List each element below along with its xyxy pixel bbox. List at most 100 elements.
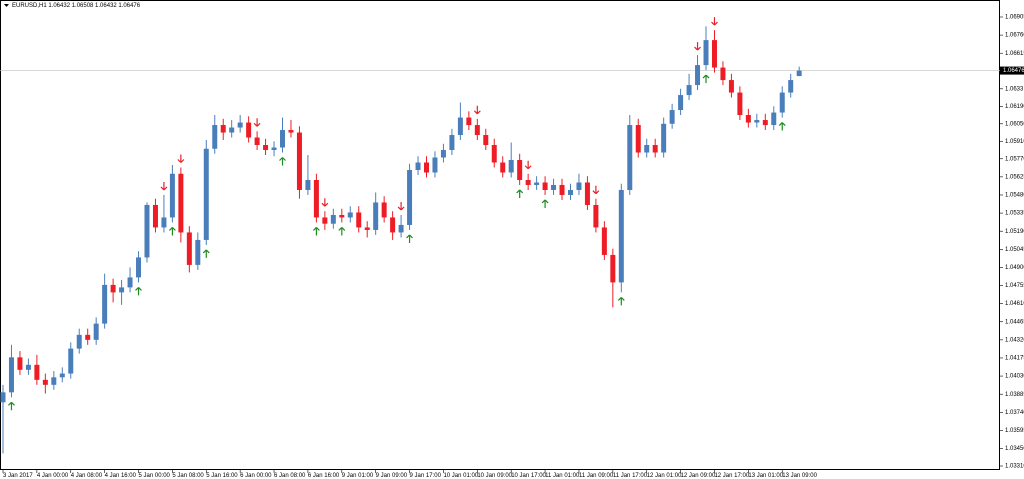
candle-body <box>517 160 523 180</box>
candle-body <box>373 202 379 230</box>
candle-body <box>246 122 252 138</box>
x-tick-label: 6 Jan 16:00 <box>308 473 340 479</box>
candle-body <box>398 224 404 233</box>
candle-body <box>534 182 540 185</box>
candle-body <box>618 189 624 283</box>
y-tick-label: 1.06615 <box>1005 51 1024 57</box>
candle-body <box>169 173 175 218</box>
candle-body <box>508 160 514 173</box>
chart-title: EURUSD,H1 1.06432 1.06508 1.06432 1.0647… <box>12 3 141 9</box>
down-arrow <box>177 154 185 163</box>
candle-body <box>788 80 794 93</box>
candle-body <box>305 179 311 190</box>
candle-body <box>322 217 328 224</box>
candle-body <box>93 323 99 340</box>
y-tick-label: 1.04465 <box>1005 319 1024 325</box>
y-tick-label: 1.04610 <box>1005 301 1024 307</box>
candle-body <box>432 157 438 173</box>
up-arrow <box>338 227 346 236</box>
candle-body <box>695 65 701 86</box>
x-tick-label: 10 Jan 17:00 <box>511 473 546 479</box>
y-tick-label: 1.0633 <box>1005 86 1024 92</box>
candle-body <box>728 80 734 93</box>
candle-body <box>186 232 192 265</box>
y-tick-label: 1.03740 <box>1005 410 1024 416</box>
y-tick-label: 1.03885 <box>1005 392 1024 398</box>
candle-body <box>339 214 345 218</box>
x-tick-label: 5 Jan 08:00 <box>172 473 204 479</box>
x-tick-label: 10 Jan 01:00 <box>443 473 478 479</box>
candle-body <box>212 125 218 149</box>
x-tick-label: 12 Jan 17:00 <box>714 473 749 479</box>
down-arrow <box>694 42 701 51</box>
y-tick-label: 1.06905 <box>1005 15 1024 21</box>
candle-body <box>779 92 785 113</box>
y-tick-label: 1.05045 <box>1005 247 1024 253</box>
x-tick-label: 9 Jan 17:00 <box>410 473 442 479</box>
y-tick-label: 1.05625 <box>1005 174 1024 180</box>
candle-body <box>313 179 319 218</box>
up-arrow <box>617 296 625 306</box>
candle-body <box>237 122 243 128</box>
candle-body <box>356 212 362 228</box>
candle-body <box>551 184 557 190</box>
x-tick-label: 5 Jan 00:00 <box>139 473 171 479</box>
menu-triangle <box>4 4 9 7</box>
candle-body <box>720 67 726 81</box>
candle-body <box>364 227 370 230</box>
candle-body <box>17 357 23 370</box>
y-tick-label: 1.04900 <box>1005 265 1024 271</box>
x-tick-label: 9 Jan 01:00 <box>342 473 374 479</box>
y-tick-label: 1.03310 <box>1005 464 1024 470</box>
up-arrow <box>541 199 549 208</box>
y-tick-label: 1.06760 <box>1005 33 1024 39</box>
candle-body <box>525 179 531 185</box>
candle-body <box>68 348 74 374</box>
candle-body <box>745 115 751 123</box>
candle-body <box>542 182 548 190</box>
y-tick-label: 1.04030 <box>1005 374 1024 380</box>
y-tick-label: 1.04755 <box>1005 283 1024 289</box>
down-arrow <box>397 201 405 211</box>
candle-body <box>466 117 472 126</box>
x-tick-label: 3 Jan 2017 <box>3 473 33 479</box>
down-arrow <box>160 181 168 191</box>
up-arrow <box>702 74 710 84</box>
candle-body <box>703 40 709 66</box>
candle-body <box>652 145 658 153</box>
candle-body <box>110 284 116 293</box>
y-tick-label: 1.05190 <box>1005 229 1024 235</box>
candle-body <box>280 130 286 148</box>
x-tick-label: 12 Jan 09:00 <box>681 473 716 479</box>
candle-body <box>424 162 429 173</box>
x-tick-label: 4 Jan 08:00 <box>71 473 103 479</box>
candle-body <box>25 364 31 370</box>
candle-body <box>559 184 565 195</box>
candle-body <box>330 214 336 224</box>
candle-body <box>59 373 65 378</box>
candle-body <box>195 239 201 265</box>
down-arrow <box>473 105 481 115</box>
candle-body <box>0 392 6 403</box>
candle-body <box>347 212 353 218</box>
candle-body <box>288 130 294 133</box>
candle-body <box>34 364 40 380</box>
candle-body <box>483 135 489 146</box>
x-tick-label: 6 Jan 00:00 <box>240 473 272 479</box>
candle-body <box>381 202 387 218</box>
up-arrow <box>279 157 286 166</box>
up-arrow <box>135 286 142 296</box>
down-arrow <box>592 185 600 195</box>
candle-body <box>127 277 133 288</box>
y-tick-label: 1.04175 <box>1005 356 1024 362</box>
candle-body <box>136 257 142 278</box>
candle-body <box>627 125 633 190</box>
y-tick-label: 1.06050 <box>1005 121 1024 127</box>
x-tick-label: 6 Jan 08:00 <box>274 473 306 479</box>
down-arrow <box>253 118 261 127</box>
candle-body <box>296 132 302 190</box>
last-price-label: 1.06476 <box>1003 68 1024 74</box>
x-tick-label: 11 Jan 09:00 <box>579 473 614 479</box>
candle-body <box>440 150 446 158</box>
